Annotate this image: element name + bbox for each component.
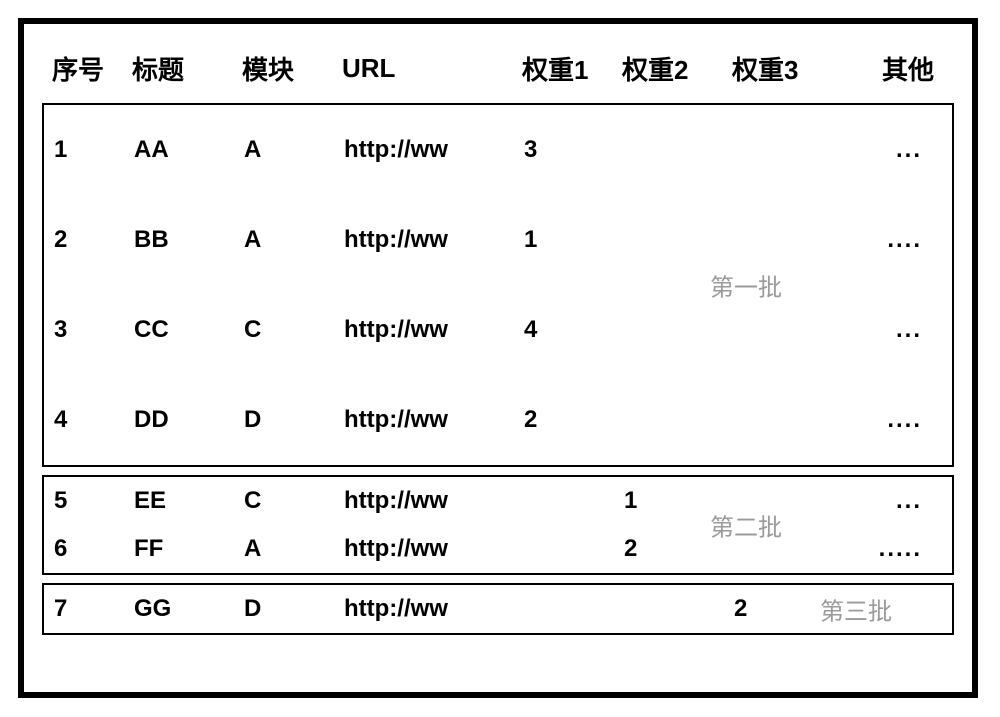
col-header-other: 其他 bbox=[852, 50, 954, 87]
cell-other: ... bbox=[854, 487, 952, 515]
cell-title: GG bbox=[134, 595, 244, 623]
cell-w1: 4 bbox=[524, 316, 624, 344]
cell-title: DD bbox=[134, 406, 244, 434]
cell-url: http://ww bbox=[344, 316, 524, 344]
cell-title: AA bbox=[134, 136, 244, 164]
cell-other: ... bbox=[854, 316, 952, 344]
cell-title: EE bbox=[134, 487, 244, 515]
batch-group-1: 1 AA A http://ww 3 ... 2 BB A http://ww … bbox=[42, 103, 954, 467]
col-header-w1: 权重1 bbox=[522, 50, 622, 87]
cell-module: D bbox=[244, 595, 344, 623]
batch-group-2: 5 EE C http://ww 1 ... 6 FF A http://ww … bbox=[42, 475, 954, 575]
cell-seq: 2 bbox=[44, 226, 134, 254]
cell-module: C bbox=[244, 487, 344, 515]
cell-w1: 1 bbox=[524, 226, 624, 254]
cell-other: .... bbox=[854, 406, 952, 434]
cell-module: A bbox=[244, 535, 344, 563]
cell-other: ... bbox=[854, 136, 952, 164]
cell-seq: 5 bbox=[44, 487, 134, 515]
table-row: 6 FF A http://ww 2 ..... bbox=[44, 525, 952, 573]
col-header-w2: 权重2 bbox=[622, 50, 732, 87]
cell-url: http://ww bbox=[344, 136, 524, 164]
batch-label-1: 第一批 bbox=[710, 268, 782, 303]
cell-module: A bbox=[244, 226, 344, 254]
table-row: 7 GG D http://ww 2 bbox=[44, 585, 952, 633]
table-header: 序号 标题 模块 URL 权重1 权重2 权重3 其他 bbox=[42, 44, 954, 103]
table-row: 5 EE C http://ww 1 ... bbox=[44, 477, 952, 525]
cell-seq: 3 bbox=[44, 316, 134, 344]
cell-module: A bbox=[244, 136, 344, 164]
table-row: 1 AA A http://ww 3 ... bbox=[44, 105, 952, 195]
cell-title: CC bbox=[134, 316, 244, 344]
cell-url: http://ww bbox=[344, 226, 524, 254]
table-row: 3 CC C http://ww 4 ... bbox=[44, 285, 952, 375]
cell-title: FF bbox=[134, 535, 244, 563]
col-header-w3: 权重3 bbox=[732, 50, 852, 87]
cell-w1: 2 bbox=[524, 406, 624, 434]
cell-seq: 7 bbox=[44, 595, 134, 623]
col-header-url: URL bbox=[342, 53, 522, 84]
cell-module: D bbox=[244, 406, 344, 434]
table-row: 4 DD D http://ww 2 .... bbox=[44, 375, 952, 465]
cell-url: http://ww bbox=[344, 406, 524, 434]
batch-label-2: 第二批 bbox=[710, 508, 782, 543]
cell-other: .... bbox=[854, 226, 952, 254]
cell-w1: 3 bbox=[524, 136, 624, 164]
cell-title: BB bbox=[134, 226, 244, 254]
table-row: 2 BB A http://ww 1 .... bbox=[44, 195, 952, 285]
col-header-seq: 序号 bbox=[42, 50, 132, 87]
col-header-title: 标题 bbox=[132, 50, 242, 87]
cell-other: ..... bbox=[854, 535, 952, 563]
cell-url: http://ww bbox=[344, 487, 524, 515]
cell-seq: 4 bbox=[44, 406, 134, 434]
batch-group-3: 7 GG D http://ww 2 第三批 bbox=[42, 583, 954, 635]
cell-seq: 1 bbox=[44, 136, 134, 164]
cell-seq: 6 bbox=[44, 535, 134, 563]
outer-frame: 序号 标题 模块 URL 权重1 权重2 权重3 其他 1 AA A http:… bbox=[18, 18, 978, 698]
col-header-module: 模块 bbox=[242, 50, 342, 87]
batch-label-3: 第三批 bbox=[820, 592, 892, 627]
cell-module: C bbox=[244, 316, 344, 344]
cell-url: http://ww bbox=[344, 595, 524, 623]
cell-url: http://ww bbox=[344, 535, 524, 563]
